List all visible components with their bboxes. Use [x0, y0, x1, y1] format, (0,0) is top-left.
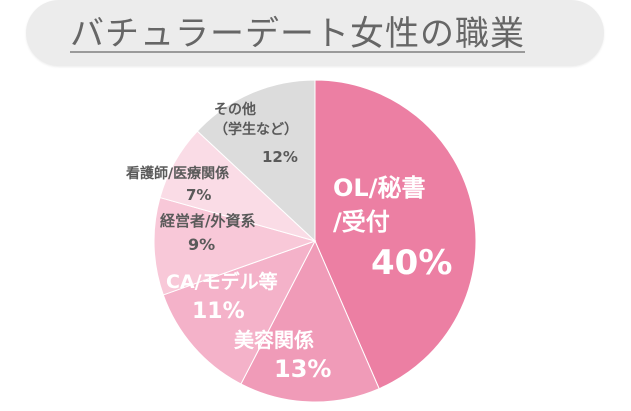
- slice-label: 美容関係: [234, 328, 314, 352]
- pie-slice: [314, 79, 477, 390]
- slice-value-label: 11%: [192, 299, 245, 324]
- pie-slice: [162, 240, 317, 385]
- slice-value-label: 9%: [188, 235, 215, 254]
- slice-value-label: 12%: [262, 148, 298, 166]
- pie-slice: [153, 196, 317, 296]
- slice-label: OL/秘書: [333, 174, 425, 202]
- pie-slice: [196, 79, 316, 243]
- pie-slice: [240, 239, 380, 403]
- slice-label: CA/モデル等: [166, 270, 278, 293]
- slice-value-label: 40%: [371, 243, 452, 283]
- slice-label: （学生など）: [214, 121, 298, 138]
- chart-title: バチュラーデート女性の職業: [70, 14, 525, 54]
- title-banner: [26, 0, 604, 66]
- slice-label: 看護師/医療関係: [125, 165, 229, 182]
- slice-label: その他: [214, 101, 256, 118]
- slice-label: 経営者/外資系: [160, 212, 255, 230]
- slice-label: /受付: [333, 208, 390, 236]
- slice-value-label: 7%: [186, 186, 211, 204]
- slice-value-label: 13%: [274, 355, 331, 383]
